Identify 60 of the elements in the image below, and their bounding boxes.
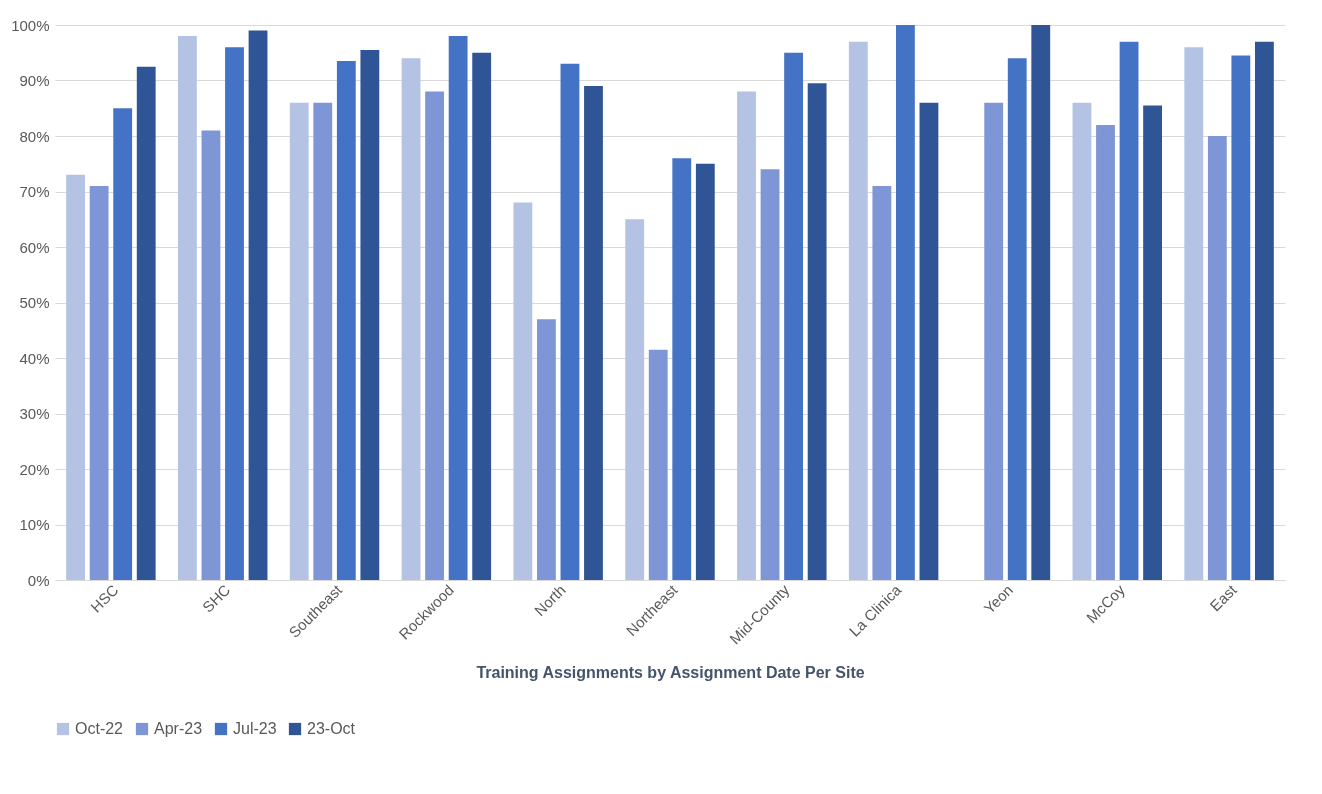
bar: [919, 102, 939, 580]
y-tick-label: 30%: [19, 405, 50, 422]
y-tick-label: 100%: [11, 16, 50, 34]
bar: [472, 52, 492, 580]
bar: [1207, 136, 1227, 580]
bar: [584, 86, 603, 580]
bar: [289, 102, 309, 580]
y-tick-label: 40%: [19, 349, 50, 367]
y-tick-label: 50%: [19, 294, 50, 311]
bar: [807, 83, 827, 580]
bar: [560, 63, 580, 580]
bar: [425, 91, 445, 580]
y-tick-label: 80%: [19, 127, 50, 145]
bar: [695, 163, 715, 580]
bar: [1007, 58, 1027, 580]
bar: [737, 91, 756, 580]
bar: [336, 61, 356, 580]
bar: [648, 349, 668, 580]
bar: [178, 36, 197, 580]
y-tick-label: 10%: [19, 516, 50, 533]
bar: [1231, 55, 1251, 580]
bar: [1143, 105, 1162, 580]
bar: [1184, 47, 1204, 580]
bar: [1096, 124, 1115, 580]
bar: [1119, 41, 1139, 580]
bar: [136, 66, 156, 580]
bar: [513, 202, 533, 580]
bar: [448, 36, 468, 580]
y-tick-label: 90%: [19, 72, 50, 89]
bar: [984, 102, 1004, 580]
legend-label: Apr-23: [154, 720, 203, 737]
y-tick-label: 20%: [19, 460, 50, 478]
bar: [784, 52, 803, 580]
bar: [89, 185, 109, 580]
bar: [66, 174, 86, 580]
bar: [225, 47, 244, 580]
bar: [360, 49, 380, 580]
bar: [672, 158, 692, 580]
y-tick-label: 60%: [19, 238, 50, 256]
legend-label: Oct-22: [75, 720, 124, 737]
bar: [113, 108, 133, 580]
x-tick-label: Yeon: [980, 581, 1017, 617]
legend-label: 23-Oct: [307, 720, 356, 737]
bar: [1254, 41, 1274, 580]
bar: [401, 58, 421, 580]
bar: [201, 130, 221, 580]
bar: [313, 102, 333, 580]
y-tick-label: 70%: [19, 183, 50, 200]
bar: [760, 169, 780, 580]
bar: [1072, 102, 1092, 580]
bar: [537, 319, 556, 580]
bar: [872, 185, 892, 580]
legend-label: Jul-23: [233, 720, 277, 737]
y-tick-label: 0%: [27, 571, 50, 589]
bar: [248, 30, 268, 580]
bar: [848, 41, 868, 580]
bar: [895, 25, 915, 580]
bar: [1031, 25, 1051, 580]
bar: [625, 219, 645, 580]
x-axis-title: Training Assignments by Assignment Date Per Site: [476, 664, 865, 682]
